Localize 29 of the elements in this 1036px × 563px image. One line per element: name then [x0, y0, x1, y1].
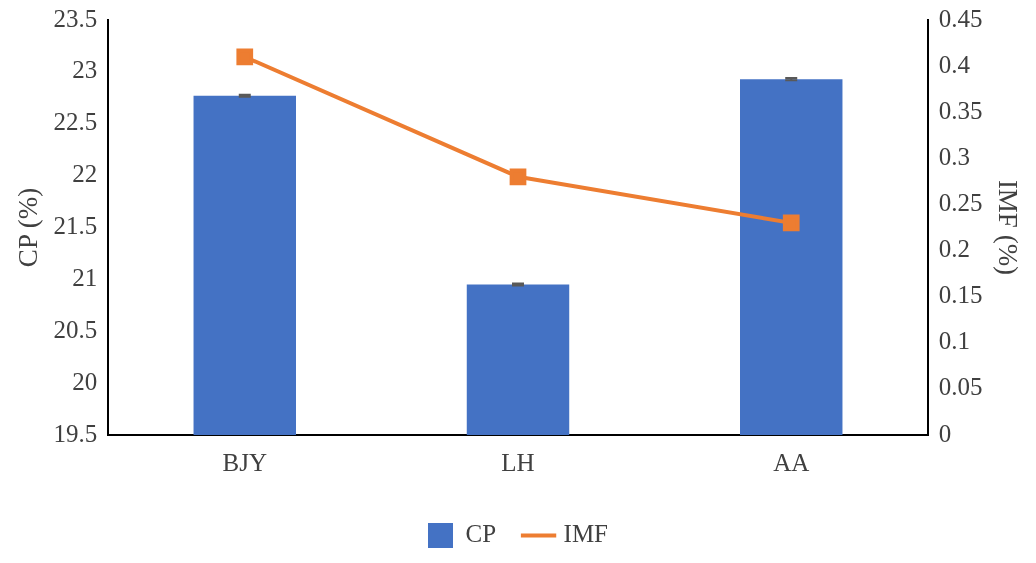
y-tick-label: 22	[72, 160, 98, 188]
point	[236, 48, 254, 66]
y-tick-label: 21.5	[53, 212, 98, 240]
y2-tick-label: 0.45	[938, 4, 983, 32]
y2-tick-label: 0.1	[938, 327, 971, 355]
y2-tick-label: 0.4	[938, 50, 971, 78]
y2-tick-label: 0.05	[938, 373, 983, 401]
y-tick-label: 23.5	[53, 4, 98, 32]
y2-tick-label: 0.3	[938, 142, 971, 170]
x-tick-label: BJY	[222, 448, 267, 476]
y-axis-title: CP (%)	[13, 187, 44, 268]
y2-tick-label: 0	[938, 419, 952, 447]
y2-tick-label: 0.35	[938, 96, 983, 124]
x-tick-label: AA	[773, 448, 810, 476]
point	[782, 214, 800, 232]
y-tick-label: 21	[72, 263, 98, 291]
y-tick-label: 20.5	[53, 315, 98, 343]
y2-tick-label: 0.15	[938, 281, 983, 309]
y2-tick-label: 0.25	[938, 189, 983, 217]
point	[509, 168, 527, 186]
y2-axis-title: IMF (%)	[992, 179, 1023, 276]
legend-label: IMF	[563, 520, 609, 548]
x-tick-label: LH	[501, 448, 535, 476]
y-tick-label: 20	[72, 367, 98, 395]
y-tick-label: 19.5	[53, 419, 98, 447]
legend-label: CP	[465, 520, 497, 548]
y-tick-label: 23	[72, 56, 98, 84]
y2-tick-label: 0.2	[938, 235, 971, 263]
y-tick-label: 22.5	[53, 108, 98, 136]
